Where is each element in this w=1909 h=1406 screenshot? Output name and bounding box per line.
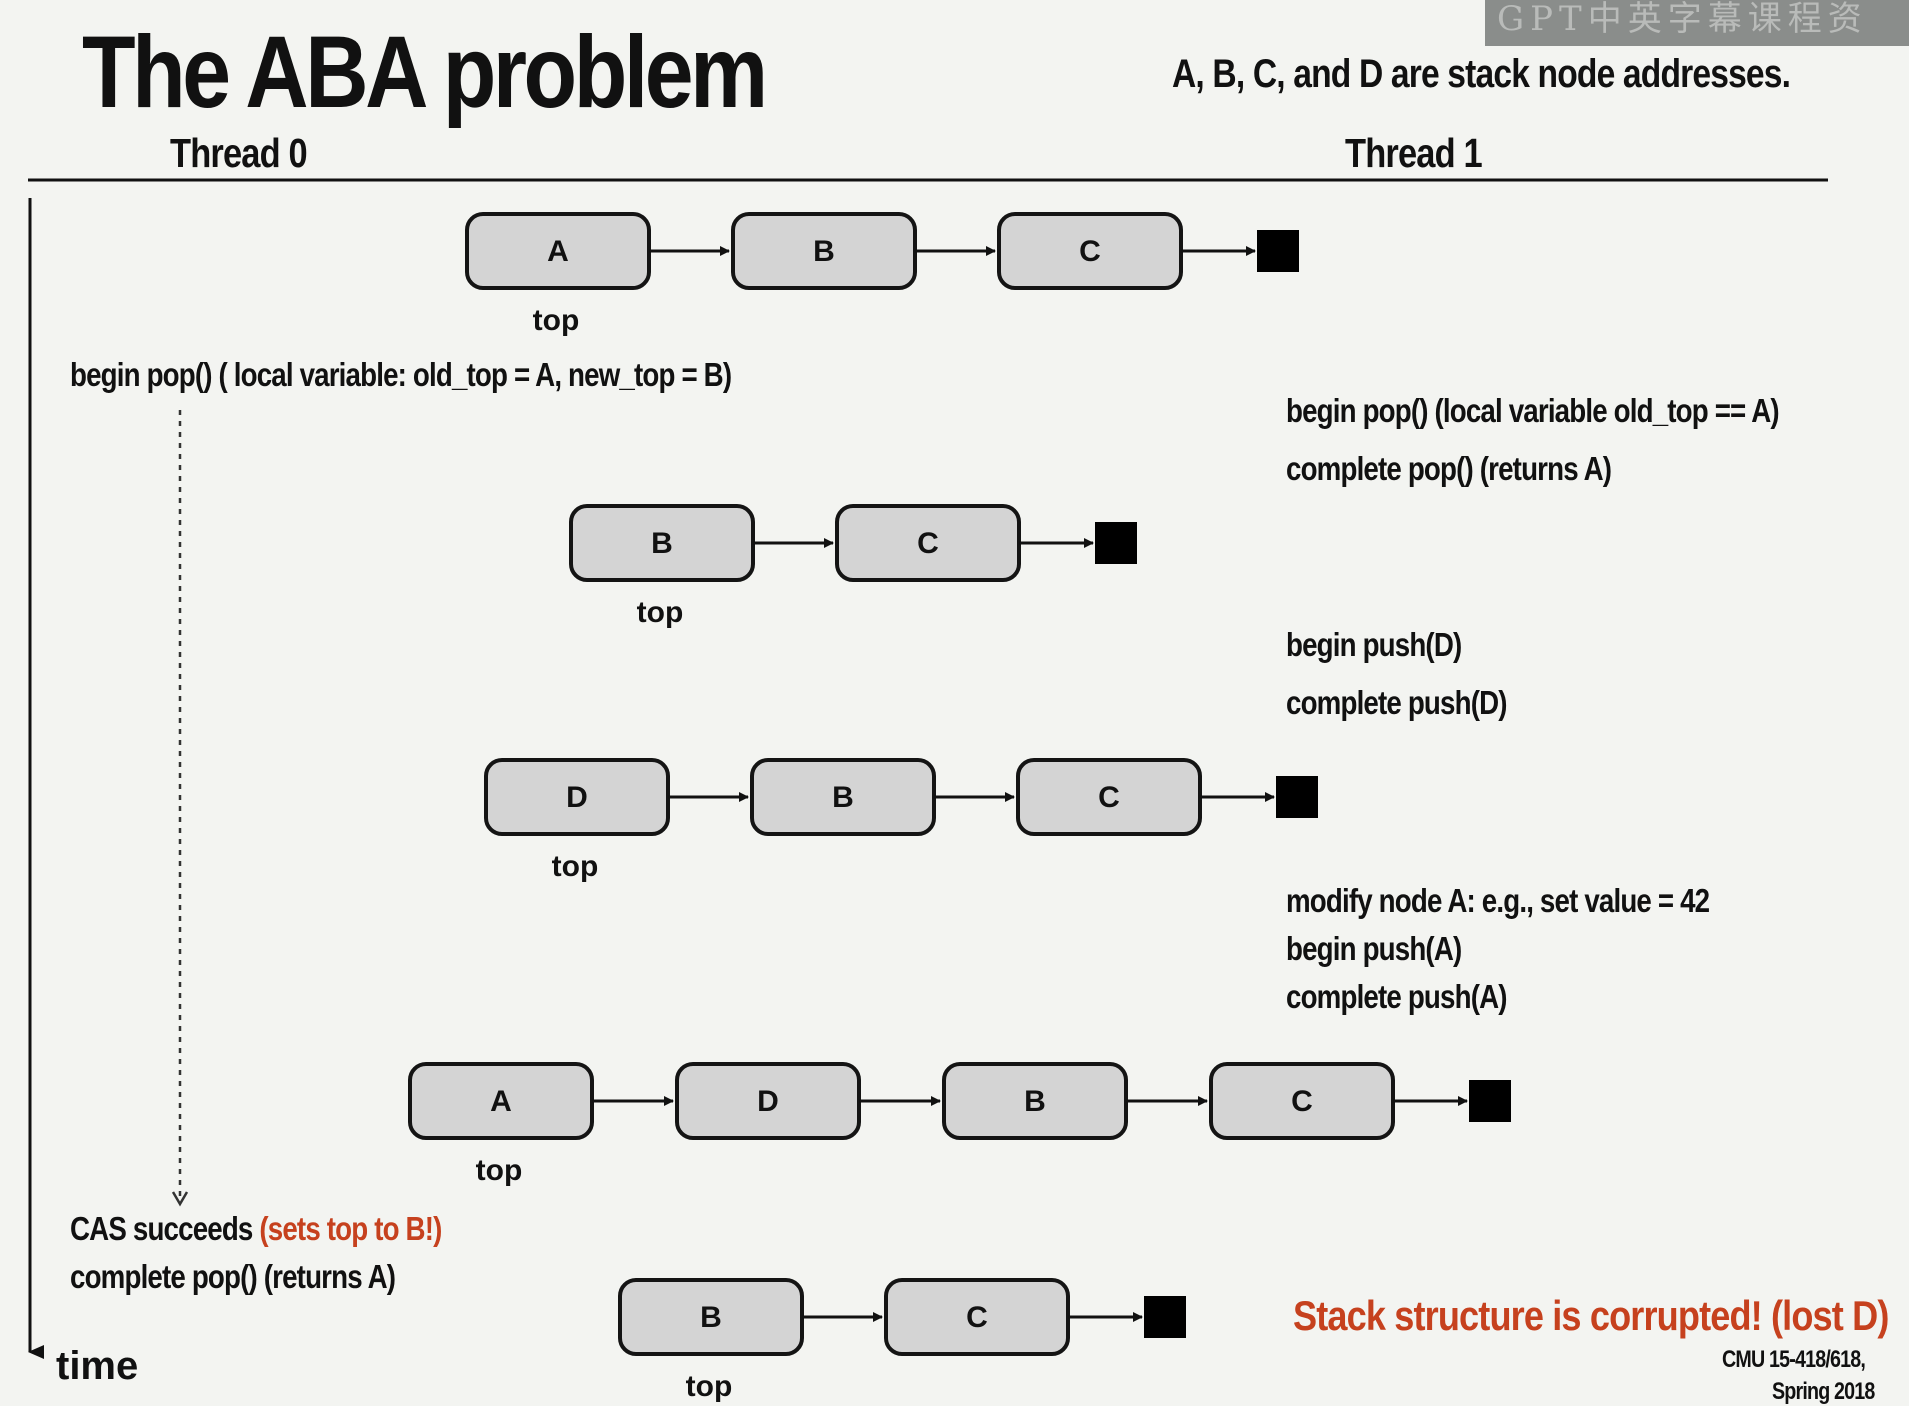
subtitle-watermark: GPT中英字幕课程资	[1485, 0, 1909, 46]
thread1-begin-push-d: begin push(D)	[1286, 626, 1462, 663]
node-label: C	[966, 1301, 988, 1334]
thread1-modify-a: modify node A: e.g., set value = 42	[1286, 882, 1710, 919]
stack-node: C	[1016, 758, 1202, 836]
corruption-message: Stack structure is corrupted! (lost D)	[1293, 1292, 1889, 1339]
cas-prefix: CAS succeeds	[70, 1210, 260, 1247]
null-terminator	[1095, 522, 1137, 564]
node-label: B	[832, 781, 854, 814]
thread1-complete-pop: complete pop() (returns A)	[1286, 450, 1612, 487]
stack-node: A	[408, 1062, 594, 1140]
thread1-complete-push-a: complete push(A)	[1286, 978, 1507, 1015]
stack-node: C	[835, 504, 1021, 582]
node-label: B	[813, 235, 835, 268]
top-pointer-label: top	[552, 850, 599, 883]
top-pointer-label: top	[637, 596, 684, 629]
thread1-begin-push-a: begin push(A)	[1286, 930, 1462, 967]
stack-node: A	[465, 212, 651, 290]
stack-node: D	[675, 1062, 861, 1140]
thread1-heading: Thread 1	[1345, 130, 1483, 176]
thread0-heading: Thread 0	[170, 130, 308, 176]
node-label: B	[700, 1301, 722, 1334]
course-credit-line2: Spring 2018	[1772, 1378, 1875, 1405]
null-terminator	[1276, 776, 1318, 818]
node-label: C	[917, 527, 939, 560]
stack-node: C	[1209, 1062, 1395, 1140]
stack-node: B	[750, 758, 936, 836]
stack-node: B	[942, 1062, 1128, 1140]
stack-node: B	[569, 504, 755, 582]
null-terminator	[1144, 1296, 1186, 1338]
node-label: C	[1291, 1085, 1313, 1118]
course-credit-line1: CMU 15-418/618,	[1722, 1346, 1866, 1373]
node-label: A	[490, 1085, 512, 1118]
top-pointer-label: top	[476, 1154, 523, 1187]
time-label: time	[56, 1344, 139, 1388]
node-label: A	[547, 235, 569, 268]
top-pointer-label: top	[686, 1370, 733, 1403]
null-terminator	[1257, 230, 1299, 272]
address-note: A, B, C, and D are stack node addresses.	[1172, 52, 1791, 96]
slide-title: The ABA problem	[82, 15, 768, 129]
node-label: D	[757, 1085, 779, 1118]
null-terminator	[1469, 1080, 1511, 1122]
thread1-begin-pop: begin pop() (local variable old_top == A…	[1286, 392, 1780, 429]
stack-node: D	[484, 758, 670, 836]
node-label: C	[1079, 235, 1101, 268]
node-label: B	[1024, 1085, 1046, 1118]
node-label: C	[1098, 781, 1120, 814]
stack-node: C	[997, 212, 1183, 290]
thread0-begin-pop: begin pop() ( local variable: old_top = …	[70, 356, 732, 393]
thread1-complete-push-d: complete push(D)	[1286, 684, 1507, 721]
thread0-cas-succeeds: CAS succeeds (sets top to B!)	[70, 1210, 442, 1248]
cas-highlight: (sets top to B!)	[259, 1210, 442, 1247]
thread0-wait-arrowhead	[171, 1191, 189, 1207]
stack-node: C	[884, 1278, 1070, 1356]
stack-node: B	[731, 212, 917, 290]
top-pointer-label: top	[533, 304, 580, 337]
stack-node: B	[618, 1278, 804, 1356]
node-label: B	[651, 527, 673, 560]
node-label: D	[566, 781, 588, 814]
thread0-complete-pop: complete pop() (returns A)	[70, 1258, 396, 1295]
